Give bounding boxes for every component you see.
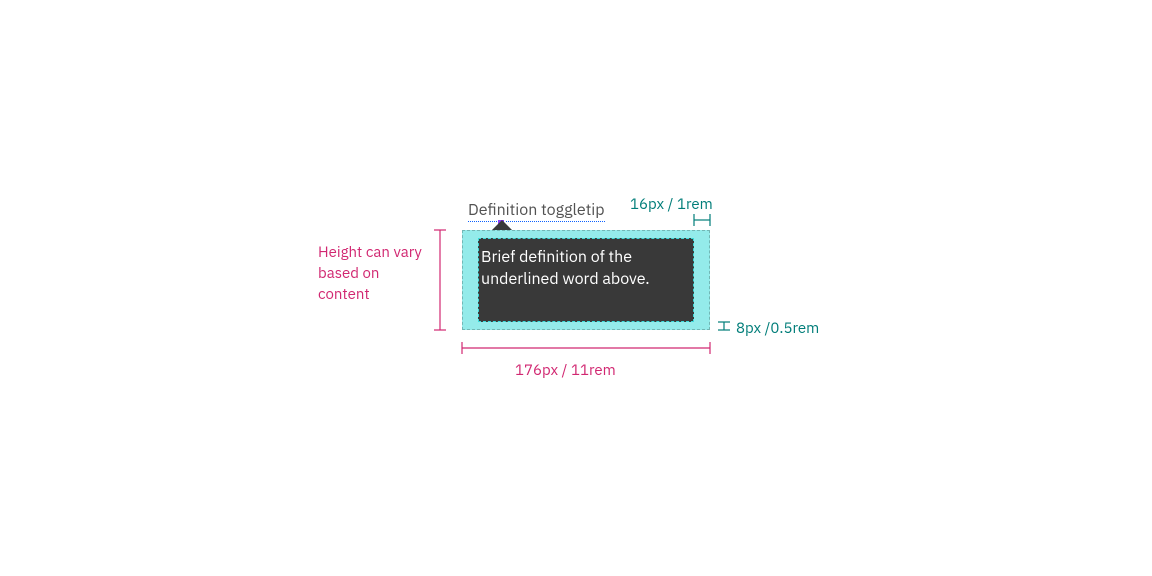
width-label: 176px / 11rem [515, 360, 616, 381]
h-padding-label: 16px / 1rem [630, 194, 713, 215]
v-padding-bracket [718, 322, 730, 330]
h-padding-bracket [694, 214, 710, 226]
width-bracket [462, 342, 710, 354]
height-note: Height can vary based on content [318, 242, 428, 305]
annotation-lines [0, 0, 1152, 576]
height-bracket [434, 230, 446, 330]
v-padding-label: 8px /0.5rem [736, 318, 819, 339]
diagram-stage: Definition toggletip Brief definition of… [0, 0, 1152, 576]
